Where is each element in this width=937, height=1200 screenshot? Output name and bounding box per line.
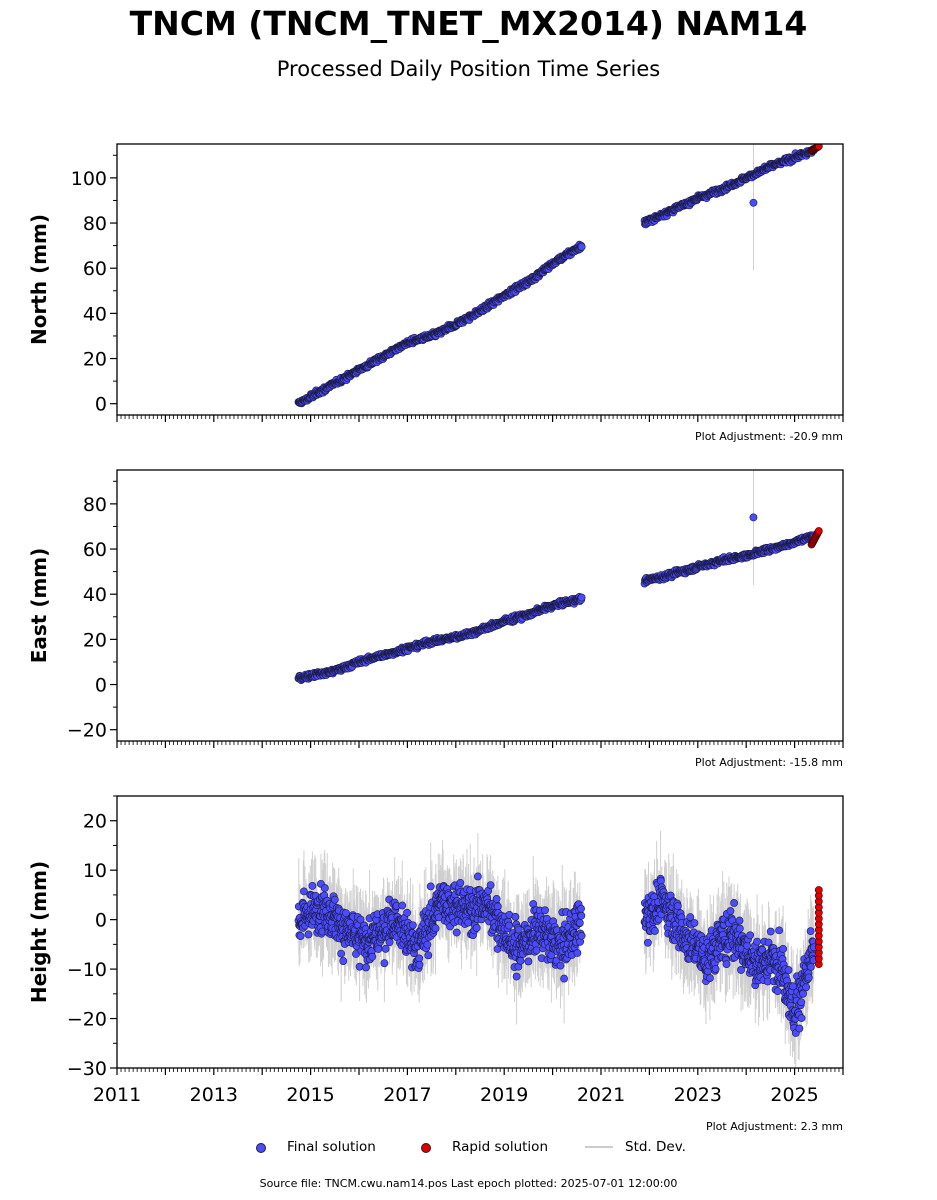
rapid-point xyxy=(814,527,823,535)
data-point xyxy=(342,909,350,918)
final-points xyxy=(294,513,818,684)
data-point xyxy=(339,957,348,965)
data-point xyxy=(577,593,586,602)
data-point xyxy=(424,951,433,960)
data-point xyxy=(505,921,513,930)
data-point xyxy=(577,242,586,251)
plot-adjustment-note: Plot Adjustment: -15.8 mm xyxy=(695,756,843,769)
y-axis-label: East (mm) xyxy=(27,548,51,664)
data-point xyxy=(320,884,329,892)
data-point xyxy=(355,962,364,971)
chart-subtitle: Processed Daily Position Time Series xyxy=(276,57,661,81)
outlier-point xyxy=(749,198,758,207)
final-points xyxy=(294,872,818,1037)
y-tick-label: 80 xyxy=(83,213,107,235)
data-point xyxy=(304,930,313,939)
plot-area xyxy=(294,470,823,685)
axes-frame xyxy=(116,469,844,742)
data-point xyxy=(308,881,317,890)
data-point xyxy=(556,961,565,970)
data-point xyxy=(415,960,424,969)
data-point xyxy=(426,882,435,891)
data-point xyxy=(398,901,407,910)
y-tick-label: 60 xyxy=(83,258,107,280)
data-point xyxy=(296,932,305,940)
data-point xyxy=(486,881,495,889)
chart-title: TNCM (TNCM_TNET_MX2014) NAM14 xyxy=(129,4,808,43)
y-tick-label: 60 xyxy=(83,539,107,561)
std-dev-bars xyxy=(299,470,815,685)
data-point xyxy=(403,908,411,917)
rapid-points xyxy=(807,144,823,155)
data-point xyxy=(516,956,525,965)
data-point xyxy=(524,957,533,966)
y-tick-label: 80 xyxy=(83,494,107,516)
data-point xyxy=(381,944,390,953)
data-point xyxy=(380,959,389,968)
panel-1: 0 20 40 60 80 100 North (mm) Plot Adjustment: -… xyxy=(27,143,844,443)
plot-adjustment-note: Plot Adjustment: -20.9 mm xyxy=(695,430,843,443)
panel-2: −20 0 20 40 60 80 East (mm) Plot Adjustment: -1… xyxy=(27,469,844,769)
data-point xyxy=(385,938,394,947)
data-point xyxy=(492,894,501,903)
std-dev-bars xyxy=(298,144,814,408)
y-tick-label: 20 xyxy=(83,349,107,371)
data-point xyxy=(473,872,482,881)
outlier-point xyxy=(749,513,758,522)
y-tick-label: 0 xyxy=(95,675,107,697)
data-point xyxy=(431,924,440,933)
data-point xyxy=(356,915,365,924)
y-tick-label: 40 xyxy=(83,584,107,606)
data-point xyxy=(541,906,549,915)
y-tick-label: −20 xyxy=(67,720,107,742)
y-tick-label: 20 xyxy=(83,629,107,651)
data-point xyxy=(472,924,481,932)
data-point xyxy=(330,895,339,904)
y-tick-label: 100 xyxy=(71,168,107,190)
data-point xyxy=(456,878,465,887)
y-tick-label: 0 xyxy=(95,394,107,416)
data-point xyxy=(511,912,520,921)
data-point xyxy=(300,887,308,896)
data-point xyxy=(560,974,568,983)
data-point xyxy=(452,928,461,937)
data-point xyxy=(514,925,523,934)
y-tick-label: 40 xyxy=(83,303,107,325)
data-point xyxy=(423,940,432,949)
data-point xyxy=(337,949,346,958)
data-point xyxy=(512,972,521,981)
y-axis-label: North (mm) xyxy=(27,214,51,345)
plot-area xyxy=(294,144,823,408)
rapid-points xyxy=(807,527,823,549)
final-points xyxy=(294,145,818,408)
data-point xyxy=(408,921,417,930)
data-point xyxy=(362,963,370,972)
data-point xyxy=(368,952,377,961)
data-point xyxy=(374,945,383,953)
plot-area xyxy=(294,830,823,1068)
rapid-point xyxy=(814,144,823,151)
